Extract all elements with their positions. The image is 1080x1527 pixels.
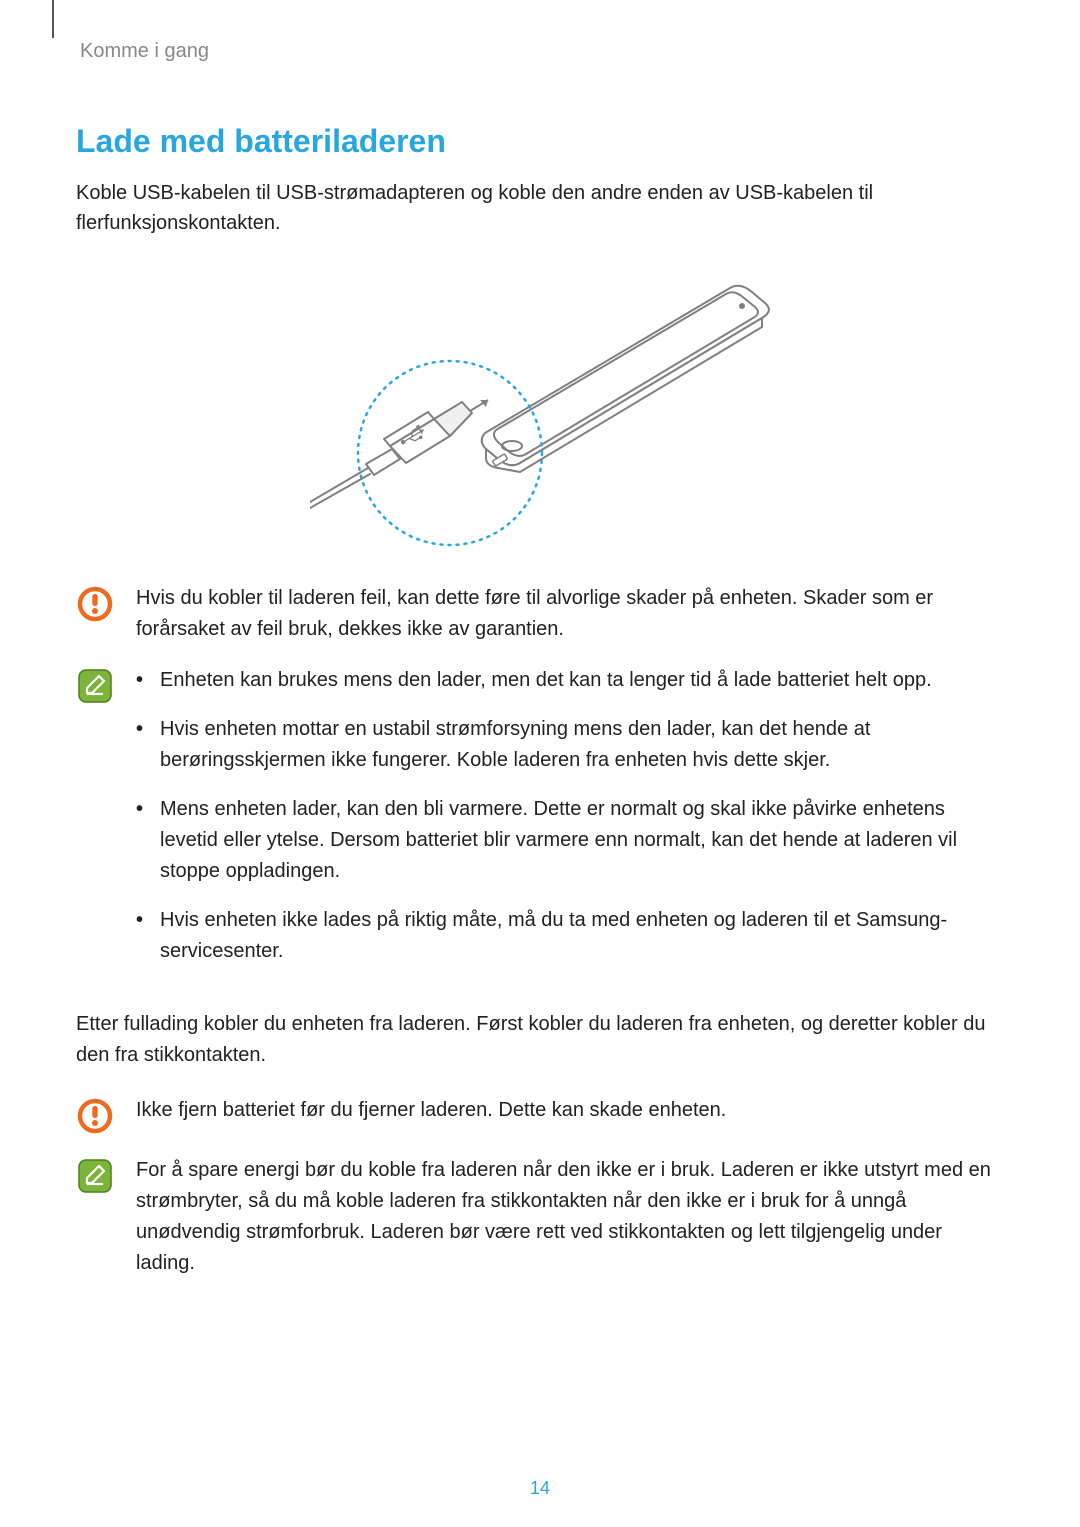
note-bullet: Enheten kan brukes mens den lader, men d…: [136, 665, 1004, 696]
warning-text-2: Ikke fjern batteriet før du fjerner lade…: [136, 1095, 1004, 1126]
note-icon: [76, 665, 136, 705]
intro-paragraph: Koble USB-kabelen til USB-strømadapteren…: [76, 178, 1004, 238]
warning-text-1: Hvis du kobler til laderen feil, kan det…: [136, 583, 1004, 645]
note-bullet: Hvis enheten ikke lades på riktig måte, …: [136, 905, 1004, 967]
charging-figure: [76, 258, 1004, 553]
note-bullet-list: Enheten kan brukes mens den lader, men d…: [136, 665, 1004, 967]
note-bullet: Mens enheten lader, kan den bli varmere.…: [136, 794, 1004, 887]
note-callout-2: For å spare energi bør du koble fra lade…: [76, 1155, 1004, 1279]
page-number: 14: [0, 1478, 1080, 1499]
note-text-2: For å spare energi bør du koble fra lade…: [136, 1155, 1004, 1279]
warning-callout-2: Ikke fjern batteriet før du fjerner lade…: [76, 1095, 1004, 1135]
running-header: Komme i gang: [80, 40, 1004, 63]
warning-icon: [76, 1095, 136, 1135]
note-icon: [76, 1155, 136, 1195]
after-charge-paragraph: Etter fullading kobler du enheten fra la…: [76, 1009, 1004, 1071]
note-callout-1: Enheten kan brukes mens den lader, men d…: [76, 665, 1004, 985]
margin-rule: [52, 0, 54, 38]
warning-callout-1: Hvis du kobler til laderen feil, kan det…: [76, 583, 1004, 645]
note-bullet: Hvis enheten mottar en ustabil strømfors…: [136, 714, 1004, 776]
warning-icon: [76, 583, 136, 623]
section-title: Lade med batteriladeren: [76, 123, 1004, 160]
